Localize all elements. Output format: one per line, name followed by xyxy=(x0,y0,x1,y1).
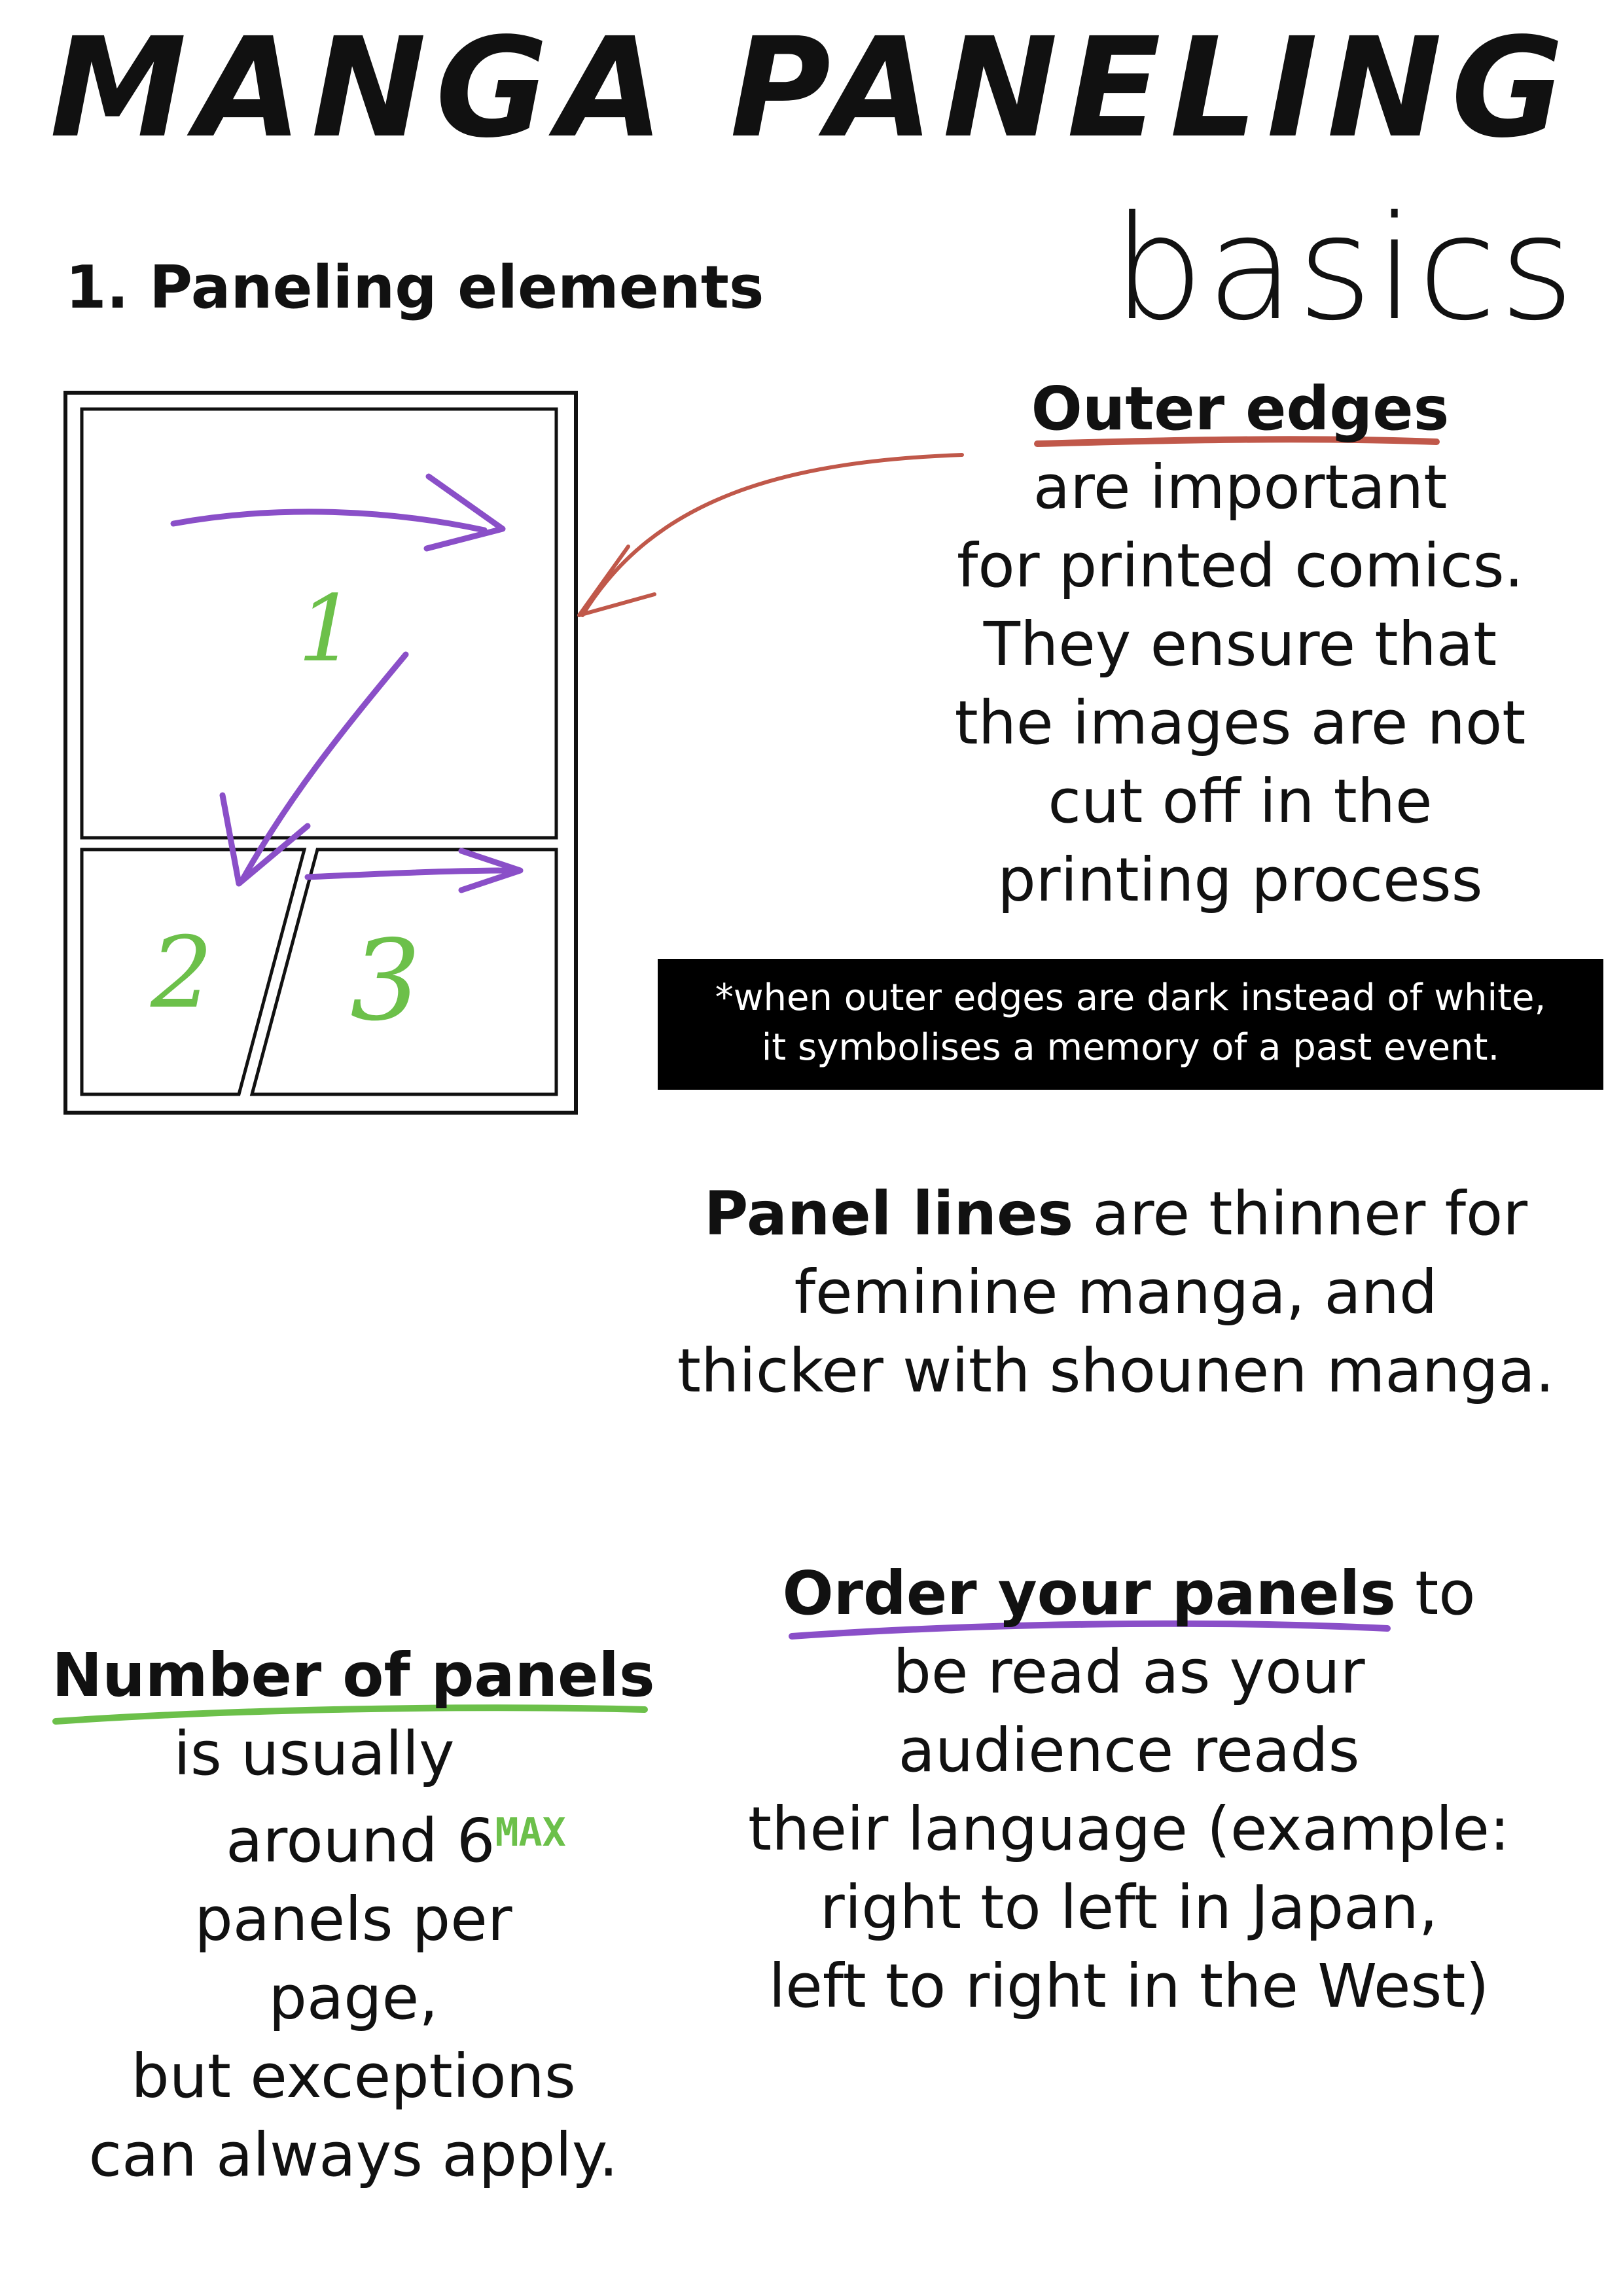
order-panels-line: left to right in the West) xyxy=(768,1951,1489,2021)
outer-edges-block: Outer edges are important for printed co… xyxy=(897,370,1584,920)
outer-edges-line: cut off in the xyxy=(1048,766,1433,836)
number-panels-block: Number of panels is usually around 6MAX … xyxy=(39,1636,668,2195)
order-panels-line: be read as your xyxy=(893,1637,1365,1707)
panel-number-2: 2 xyxy=(151,916,213,1030)
number-panels-line: page, xyxy=(268,1963,438,2033)
outer-edges-line: are important xyxy=(1033,452,1448,522)
order-panels-underline xyxy=(789,1620,1391,1640)
outer-edge-pointer-arrow-head xyxy=(577,545,656,617)
number-panels-underline xyxy=(52,1704,648,1725)
panel-lines-line: thicker with shounen manga. xyxy=(677,1336,1555,1406)
order-panels-first-line: Order your panels to xyxy=(720,1554,1538,1633)
page-title: MANGA PANELING xyxy=(50,8,1573,168)
reading-arrow-3-head xyxy=(458,848,524,893)
outer-edges-heading: Outer edges xyxy=(1031,374,1450,444)
reading-arrow-1 xyxy=(170,509,488,533)
order-panels-bold: Order your panels xyxy=(782,1558,1396,1628)
memory-note-box: *when outer edges are dark instead of wh… xyxy=(658,959,1603,1090)
outer-edges-line: for printed comics. xyxy=(957,531,1524,601)
number-panels-line: can always apply. xyxy=(88,2120,618,2190)
note-line: it symbolises a memory of a past event. xyxy=(761,1026,1500,1069)
reading-arrow-2 xyxy=(239,651,409,884)
panel-number-3: 3 xyxy=(350,916,421,1046)
reading-arrow-1-head xyxy=(423,473,506,552)
order-panels-rest: to xyxy=(1395,1558,1476,1628)
panel-lines-line: feminine manga, and xyxy=(794,1257,1438,1327)
panel-3-frame xyxy=(249,848,558,1096)
outer-edges-line: printing process xyxy=(997,845,1483,915)
panel-lines-rest: are thinner for xyxy=(1073,1179,1528,1249)
order-panels-line: right to left in Japan, xyxy=(819,1873,1438,1943)
panel-lines-first-line: Panel lines are thinner for xyxy=(648,1175,1584,1253)
outer-page-frame xyxy=(63,391,578,1115)
page-subtitle: basics xyxy=(1113,185,1577,352)
number-panels-heading: Number of panels xyxy=(52,1640,655,1710)
outer-edges-line: They ensure that xyxy=(983,609,1497,679)
order-panels-block: Order your panels to be read as your aud… xyxy=(720,1554,1538,2026)
panel-number-1: 1 xyxy=(298,576,357,683)
number-panels-around-6: around 6 xyxy=(226,1806,495,1876)
number-panels-line-with-max: around 6MAX xyxy=(39,1793,668,1880)
reading-arrow-3 xyxy=(304,867,514,880)
outer-edges-line: the images are not xyxy=(954,688,1526,758)
section-heading: 1. Paneling elements xyxy=(65,253,764,322)
outer-edges-underline xyxy=(1034,436,1440,447)
number-panels-line: is usually xyxy=(173,1719,455,1789)
panel-lines-bold: Panel lines xyxy=(704,1179,1074,1249)
max-tag: MAX xyxy=(495,1810,566,1856)
order-panels-line: their language (example: xyxy=(747,1794,1510,1864)
number-panels-line: but exceptions xyxy=(131,2041,576,2111)
panel-lines-block: Panel lines are thinner for feminine man… xyxy=(648,1175,1584,1410)
order-panels-line: audience reads xyxy=(898,1715,1360,1785)
panel-1-frame xyxy=(80,407,558,840)
note-line: *when outer edges are dark instead of wh… xyxy=(715,977,1546,1019)
outer-edge-pointer-arrow xyxy=(580,453,964,617)
number-panels-line: panels per xyxy=(194,1884,512,1954)
reading-arrow-2-head xyxy=(219,792,311,887)
